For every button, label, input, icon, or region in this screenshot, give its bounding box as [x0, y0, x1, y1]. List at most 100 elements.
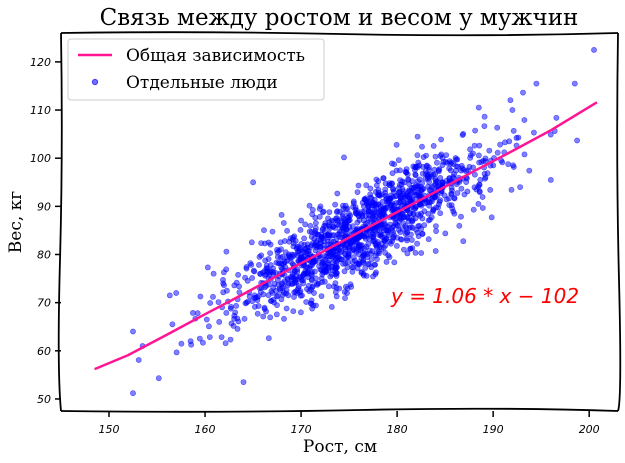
plot-frame: [57, 31, 622, 413]
scatter-point: [227, 336, 234, 343]
scatter-point: [432, 180, 439, 187]
scatter-point: [297, 226, 304, 233]
y-tick-label: 110: [30, 104, 51, 117]
scatter-point: [310, 259, 316, 266]
scatter-point: [475, 104, 482, 111]
scatter-point: [414, 178, 421, 185]
scatter-point: [254, 310, 261, 317]
scatter-point: [481, 123, 488, 129]
scatter-point: [307, 222, 314, 229]
scatter-point: [207, 300, 214, 306]
scatter-point: [216, 318, 223, 325]
scatter-point: [386, 182, 393, 188]
scatter-point: [477, 176, 484, 183]
scatter-point: [471, 184, 478, 191]
scatter-point: [521, 151, 528, 158]
scatter-point: [155, 375, 162, 382]
scatter-point: [456, 222, 463, 229]
scatter-point: [378, 206, 385, 213]
scatter-point: [363, 200, 370, 207]
scatter-point: [325, 215, 331, 222]
scatter-point: [404, 250, 411, 257]
scatter-point: [488, 214, 495, 221]
scatter-point: [447, 167, 454, 174]
scatter-point: [345, 210, 352, 217]
scatter-point: [392, 193, 399, 200]
scatter-point: [458, 185, 465, 192]
scatter-point: [471, 171, 478, 178]
scatter-point: [391, 161, 397, 168]
scatter-point: [363, 182, 370, 189]
x-tick-label: 180: [387, 423, 408, 436]
scatter-point: [421, 222, 428, 229]
scatter-point: [280, 220, 287, 226]
scatter-point: [428, 214, 435, 221]
y-tick-label: 90: [37, 200, 51, 213]
scatter-point: [311, 290, 317, 296]
scatter-point: [467, 146, 473, 153]
scatter-point: [437, 210, 444, 217]
scatter-point: [265, 281, 272, 288]
scatter-point: [458, 162, 465, 169]
scatter-point: [515, 134, 522, 141]
scatter-point: [281, 278, 288, 284]
legend-point-swatch: [91, 78, 99, 86]
scatter-point: [591, 47, 597, 53]
scatter-point: [368, 256, 375, 263]
scatter-point: [279, 292, 286, 298]
scatter-point: [291, 233, 298, 240]
scatter-point: [388, 207, 395, 214]
scatter-point: [218, 334, 225, 340]
scatter-point: [432, 153, 439, 160]
scatter-point: [453, 156, 460, 163]
scatter-point: [294, 266, 301, 273]
scatter-point: [368, 216, 374, 223]
scatter-point: [242, 274, 248, 281]
scatter-point: [257, 270, 264, 277]
scatter-point: [321, 238, 328, 245]
scatter-point: [361, 251, 368, 257]
scatter-point: [374, 256, 380, 262]
scatter-point: [446, 158, 453, 164]
scatter-point: [382, 189, 389, 196]
scatter-point: [433, 159, 440, 166]
scatter-point: [262, 257, 269, 264]
scatter-point: [354, 207, 360, 214]
scatter-point: [194, 310, 201, 317]
scatter-point: [326, 223, 333, 230]
scatter-point: [340, 202, 346, 209]
scatter-point: [315, 231, 322, 238]
scatter-point: [261, 304, 268, 311]
scatter-point: [475, 200, 482, 207]
scatter-point: [393, 141, 400, 148]
scatter-point: [508, 186, 515, 193]
scatter-point: [267, 250, 273, 256]
scatter-point: [400, 246, 407, 253]
scatter-point: [425, 164, 432, 171]
scatter-point: [389, 170, 396, 177]
scatter-point: [392, 220, 399, 227]
scatter-point: [476, 142, 483, 149]
scatter-point: [458, 213, 464, 220]
scatter-point: [199, 339, 206, 346]
scatter-point: [284, 227, 290, 234]
scatter-point: [306, 228, 313, 235]
scatter-point: [494, 124, 501, 131]
scatter-point: [430, 142, 437, 149]
scatter-point: [312, 220, 319, 226]
scatter-point: [411, 206, 417, 213]
x-tick-label: 150: [99, 423, 120, 436]
scatter-point: [287, 254, 294, 261]
scatter-point: [482, 158, 489, 164]
scatter-point: [305, 274, 312, 280]
scatter-point: [355, 213, 362, 220]
scatter-point: [475, 152, 482, 159]
scatter-point: [267, 262, 274, 268]
scatter-point: [307, 263, 313, 270]
scatter-point: [130, 390, 136, 397]
scatter-point: [295, 283, 302, 290]
scatter-point: [280, 283, 287, 290]
scatter-point: [254, 294, 261, 301]
scatter-point: [398, 181, 405, 188]
scatter-point: [251, 303, 258, 310]
